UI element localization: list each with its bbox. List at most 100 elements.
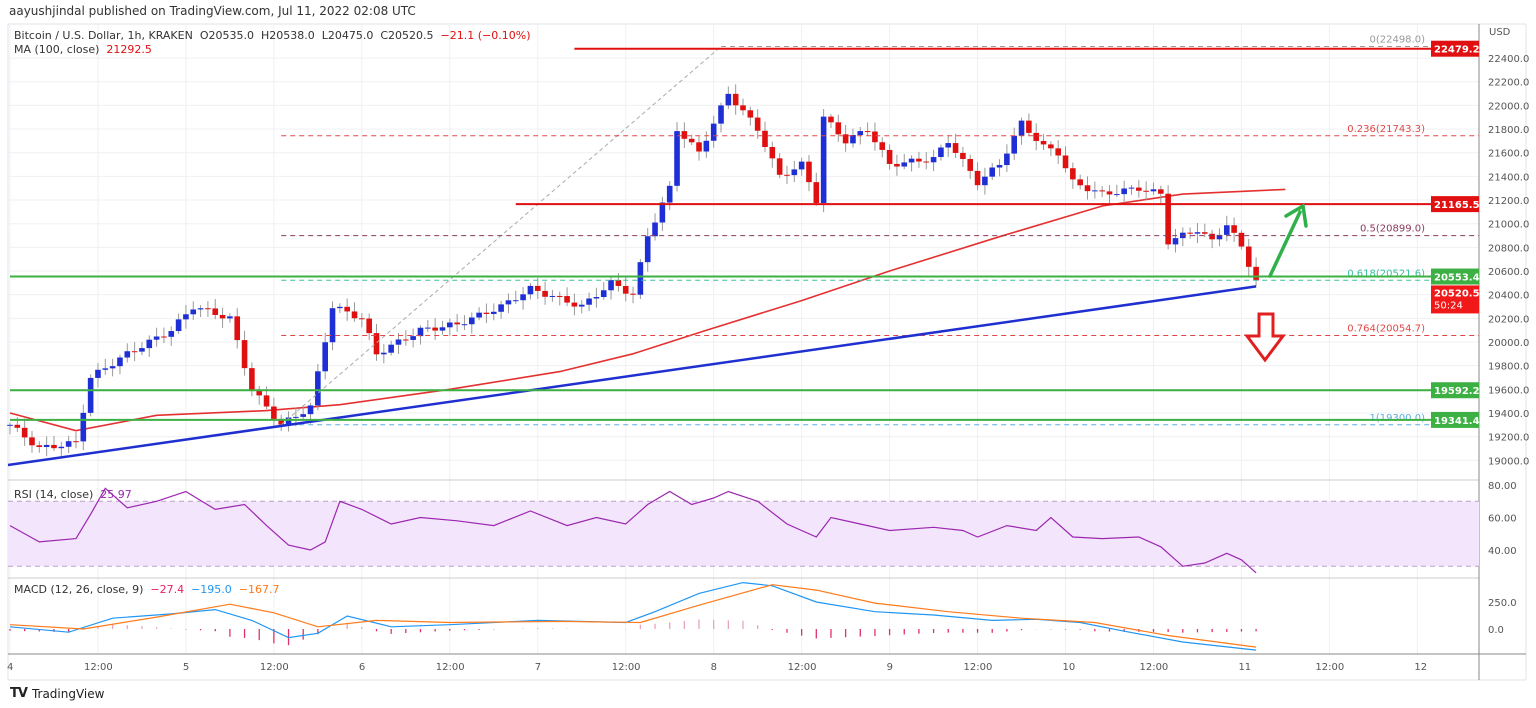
candle-body <box>21 427 28 438</box>
time-tick: 12 <box>1414 662 1427 673</box>
time-tick: 8 <box>711 662 717 673</box>
candle-body <box>315 371 321 406</box>
ohlc-close: C20520.5 <box>380 29 434 42</box>
candle-body <box>234 316 241 341</box>
candle-body <box>95 369 101 378</box>
candle-body <box>1194 232 1201 234</box>
candle-body <box>307 405 314 415</box>
ohlc-open: O20535.0 <box>199 29 254 42</box>
macd-tick: 0.0 <box>1488 625 1504 636</box>
candle-body <box>36 445 43 448</box>
price-tick: 20600.0 <box>1488 267 1529 278</box>
time-tick: 6 <box>359 662 365 673</box>
candle-body <box>461 324 468 326</box>
candle-body <box>967 158 974 171</box>
candle-body <box>1004 153 1010 166</box>
candle-body <box>989 167 996 177</box>
price-tick: 19600.0 <box>1488 385 1529 396</box>
candle-body <box>974 170 981 186</box>
candle-body <box>263 395 270 407</box>
rsi-legend: RSI (14, close) <box>14 488 94 501</box>
resistance-22479-tag <box>1431 40 1479 57</box>
candle-body <box>439 327 446 331</box>
candle-body <box>916 158 922 162</box>
candle-body <box>996 165 1003 168</box>
candle-body <box>219 314 226 319</box>
price-tick: 20000.0 <box>1488 338 1529 349</box>
fib-level-label: 0.236(21743.3) <box>1347 124 1425 135</box>
main-legend: Bitcoin / U.S. Dollar, 1h, KRAKEN O20535… <box>14 29 530 42</box>
candle-body <box>168 331 175 337</box>
candle-body <box>938 147 944 158</box>
fib-level-label: 0.764(20054.7) <box>1347 324 1425 335</box>
candle-body <box>146 339 153 349</box>
price-tick: 19800.0 <box>1488 362 1529 373</box>
tradingview-logo[interactable]: TV TradingView <box>10 686 104 701</box>
candle-body <box>593 297 600 299</box>
symbol-title: Bitcoin / U.S. Dollar, 1h, KRAKEN <box>14 29 193 42</box>
candle-body <box>864 131 871 133</box>
candle-body <box>1231 225 1237 233</box>
candle-body <box>87 377 94 413</box>
currency-label: USD <box>1489 27 1511 38</box>
candle-body <box>1209 233 1215 240</box>
candle-body <box>117 357 123 367</box>
publisher-line: aayushjindal published on TradingView.co… <box>9 4 416 18</box>
candle-body <box>498 304 504 312</box>
candle-body <box>586 298 592 305</box>
fib-level-label: 0(22498.0) <box>1369 34 1425 45</box>
resistance-21165-tag-label: 21165.5 <box>1434 200 1480 211</box>
candle-body <box>329 308 336 343</box>
candle-body <box>1136 187 1142 191</box>
candle-body <box>630 293 636 295</box>
candle-body <box>131 351 138 353</box>
candle-body <box>820 116 827 203</box>
candle-body <box>608 280 614 291</box>
candle-body <box>454 322 460 325</box>
candle-body <box>351 311 358 319</box>
candle-body <box>65 441 72 447</box>
candle-body <box>512 300 519 302</box>
macd-line <box>9 581 1257 651</box>
candle-body <box>850 134 856 144</box>
candle-body <box>432 327 438 331</box>
candle-body <box>483 312 490 314</box>
candle-body <box>1223 225 1230 235</box>
rsi-band <box>8 501 1479 567</box>
time-tick: 7 <box>535 662 541 673</box>
candle-body <box>1216 234 1223 240</box>
candle-body <box>945 143 952 148</box>
candle-body <box>1150 189 1157 192</box>
candle-body <box>703 140 710 152</box>
chart-frame <box>7 23 1527 681</box>
candle-body <box>776 158 783 175</box>
candle-body <box>271 406 277 419</box>
candle-body <box>124 351 131 358</box>
candle-body <box>534 285 541 291</box>
rising-trendline <box>7 285 1257 467</box>
candle-body <box>51 444 57 449</box>
candle-body <box>894 163 900 167</box>
time-tick: 12:00 <box>612 662 641 673</box>
candle-body <box>666 185 673 203</box>
candle-body <box>249 368 255 391</box>
candle-body <box>139 348 145 352</box>
candle-body <box>1092 190 1098 192</box>
candle-body <box>1238 232 1245 247</box>
candle-body <box>80 412 87 442</box>
fib-level-label: 1(19300.0) <box>1369 413 1425 424</box>
price-tick: 20800.0 <box>1488 243 1529 254</box>
candle-body <box>615 280 622 286</box>
candle-body <box>1070 168 1076 180</box>
candle-body <box>285 417 292 425</box>
macd-legend: MACD (12, 26, close, 9) <box>14 583 144 596</box>
price-tick: 21600.0 <box>1488 149 1529 160</box>
price-tick: 21000.0 <box>1488 220 1529 231</box>
candle-body <box>278 418 285 425</box>
candle-body <box>622 285 629 294</box>
candle-body <box>659 202 666 223</box>
macd-tick: 250.0 <box>1488 598 1517 609</box>
price-tick: 22000.0 <box>1488 101 1529 112</box>
support-19341-tag <box>1431 411 1479 428</box>
